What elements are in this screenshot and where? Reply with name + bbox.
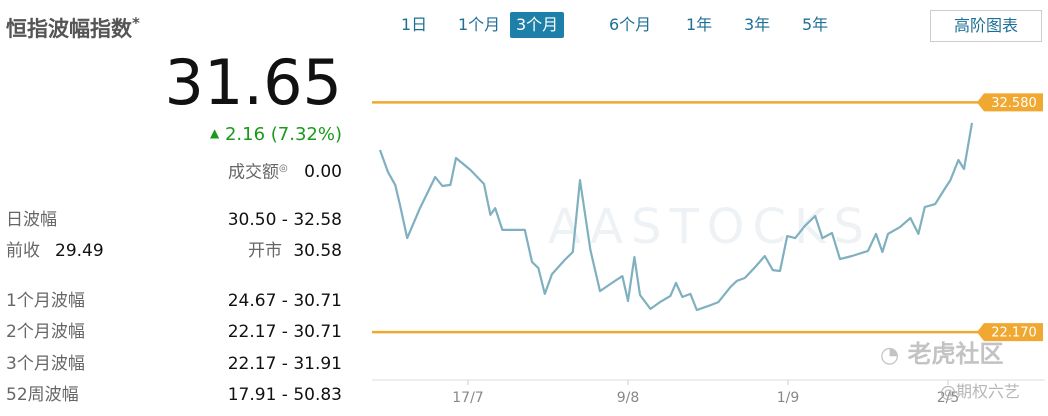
range-tab[interactable]: 3个月 [510, 12, 565, 38]
stat-value: 22.17 - 31.91 [227, 354, 342, 374]
watermark: AASTOCKS [548, 199, 872, 255]
stat-value: 17.91 - 50.83 [227, 385, 342, 405]
stat-value: 30.58 [293, 241, 342, 261]
logo-icon: ◔ [880, 343, 900, 368]
reference-tag [977, 93, 1043, 112]
range-tab[interactable]: 1个月 [458, 15, 501, 34]
x-tick-label: 9/8 [617, 390, 640, 406]
stat-label: 日波幅 [6, 210, 57, 230]
reference-tag [977, 323, 1043, 342]
x-tick-label: 2/5 [937, 390, 960, 406]
turnover-label: 成交额 [228, 162, 279, 183]
reference-label: 22.170 [991, 326, 1037, 341]
title-mark: * [132, 14, 140, 32]
chart: AASTOCKS 17/7 9/8 1/9 2/5 32.580 22.170 [372, 93, 1045, 406]
title-wrap: 恒指波幅指数* [6, 16, 140, 40]
reference-label: 32.580 [991, 96, 1037, 111]
turnover: 0.00 [304, 162, 342, 182]
x-tick-label: 17/7 [452, 390, 483, 406]
title: 恒指波幅指数 [6, 17, 132, 41]
range-tab[interactable]: 6个月 [609, 15, 652, 34]
range-tab[interactable]: 5年 [802, 15, 829, 34]
info-icon: ◎ [279, 163, 288, 174]
change: 2.16 (7.32%) [224, 124, 342, 145]
up-arrow: ▲ [210, 126, 220, 140]
stat-value: 30.50 - 32.58 [227, 210, 342, 230]
watermark-author: @期权六艺 [940, 382, 1021, 401]
x-tick-label: 1/9 [777, 390, 800, 406]
range-tab[interactable]: 1年 [686, 15, 713, 34]
watermark-text: 老虎社区 [907, 340, 1004, 368]
stat-label: 3个月波幅 [6, 354, 85, 374]
turnover-label-wrap: 成交额◎ [228, 164, 288, 182]
watermark-logo: ◔ 老虎社区 [880, 342, 1004, 367]
stat-value: 22.17 - 30.71 [227, 322, 342, 342]
stat-value: 24.67 - 30.71 [227, 291, 342, 311]
stat-value: 29.49 [55, 241, 104, 261]
line [378, 122, 974, 312]
stat-label: 前收 [6, 241, 40, 261]
change-wrap: ▲ 2.16 (7.32%) [210, 126, 342, 144]
stat-label: 开市 [248, 241, 282, 261]
stat-label: 1个月波幅 [6, 291, 85, 311]
stat-label: 2个月波幅 [6, 322, 85, 342]
range-tab[interactable]: 1日 [401, 15, 428, 34]
range-tab[interactable]: 3年 [744, 15, 771, 34]
advanced-chart-button[interactable]: 高阶图表 [930, 10, 1042, 42]
stat-label: 52周波幅 [6, 385, 79, 405]
price: 31.65 [164, 46, 343, 119]
